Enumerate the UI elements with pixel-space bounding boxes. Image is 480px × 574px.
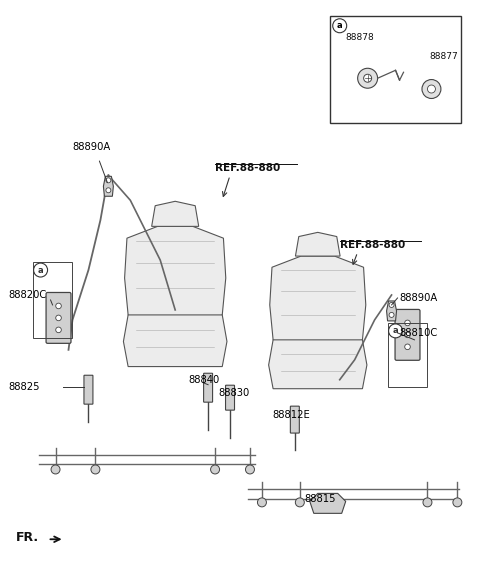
FancyBboxPatch shape (330, 16, 461, 123)
Text: 88812E: 88812E (272, 410, 310, 420)
FancyBboxPatch shape (84, 375, 93, 404)
Polygon shape (123, 315, 227, 367)
Circle shape (245, 465, 254, 474)
Circle shape (34, 263, 48, 277)
Polygon shape (295, 232, 340, 256)
Polygon shape (386, 301, 396, 321)
Text: 88890A: 88890A (399, 293, 438, 303)
Text: 88825: 88825 (9, 382, 40, 391)
Circle shape (56, 315, 61, 321)
Circle shape (106, 178, 111, 183)
Polygon shape (269, 340, 367, 389)
Text: 88877: 88877 (430, 52, 458, 61)
Circle shape (405, 320, 410, 325)
Polygon shape (103, 176, 113, 196)
Text: a: a (38, 266, 43, 274)
Text: REF.88-880: REF.88-880 (340, 240, 405, 250)
FancyBboxPatch shape (226, 385, 235, 410)
Circle shape (56, 303, 61, 309)
Circle shape (389, 302, 394, 308)
Circle shape (405, 332, 410, 338)
Circle shape (51, 465, 60, 474)
Polygon shape (125, 226, 226, 322)
FancyBboxPatch shape (395, 309, 420, 360)
Circle shape (389, 324, 403, 338)
Text: 88840: 88840 (188, 375, 219, 385)
Text: 88830: 88830 (218, 387, 249, 398)
Text: a: a (337, 21, 343, 30)
Text: 88815: 88815 (305, 494, 336, 505)
Circle shape (295, 498, 304, 507)
Circle shape (106, 188, 111, 193)
Circle shape (422, 80, 441, 99)
Circle shape (333, 19, 347, 33)
Text: 88810C: 88810C (399, 328, 438, 338)
Circle shape (428, 85, 435, 93)
Circle shape (91, 465, 100, 474)
Circle shape (423, 498, 432, 507)
FancyBboxPatch shape (46, 293, 71, 343)
Polygon shape (270, 256, 366, 347)
Polygon shape (310, 494, 346, 513)
Circle shape (56, 327, 61, 333)
Text: 88890A: 88890A (72, 142, 111, 153)
Text: 88820C: 88820C (9, 290, 47, 300)
Polygon shape (152, 201, 199, 226)
FancyBboxPatch shape (290, 406, 300, 433)
Circle shape (364, 74, 372, 82)
Circle shape (257, 498, 266, 507)
Circle shape (389, 312, 394, 317)
Circle shape (211, 465, 219, 474)
Text: 88878: 88878 (345, 33, 374, 42)
Circle shape (405, 344, 410, 350)
Text: REF.88-880: REF.88-880 (215, 164, 280, 173)
Circle shape (453, 498, 462, 507)
Text: a: a (393, 327, 398, 335)
Circle shape (358, 68, 378, 88)
Text: FR.: FR. (16, 531, 39, 544)
FancyBboxPatch shape (204, 373, 213, 402)
